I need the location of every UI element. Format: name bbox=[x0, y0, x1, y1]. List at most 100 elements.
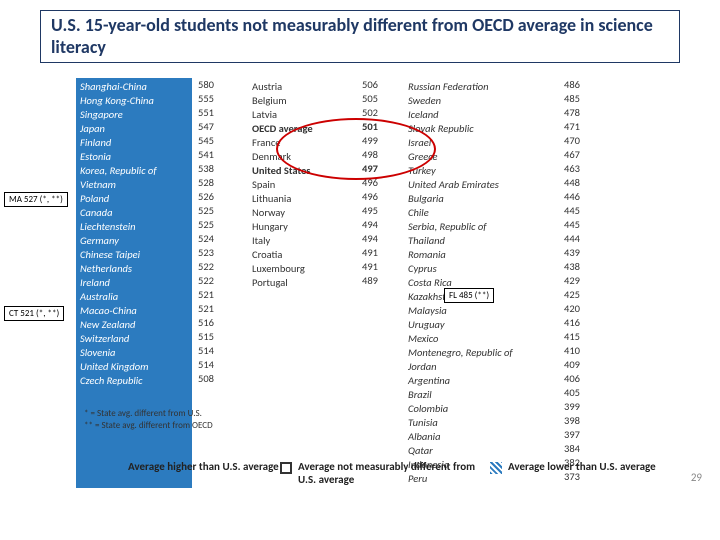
country-value: 514 bbox=[198, 344, 232, 358]
country-value: 399 bbox=[564, 400, 594, 414]
country-value: 515 bbox=[198, 330, 232, 344]
country-label: New Zealand bbox=[80, 318, 188, 332]
country-label: Vietnam bbox=[80, 178, 188, 192]
country-value: 467 bbox=[564, 148, 594, 162]
country-label: Germany bbox=[80, 234, 188, 248]
country-value: 439 bbox=[564, 246, 594, 260]
country-value: 420 bbox=[564, 302, 594, 316]
country-label: Hungary bbox=[252, 220, 356, 234]
country-label: Switzerland bbox=[80, 332, 188, 346]
country-value: 406 bbox=[564, 372, 594, 386]
country-label: Singapore bbox=[80, 108, 188, 122]
country-value: 485 bbox=[564, 92, 594, 106]
country-value: 410 bbox=[564, 344, 594, 358]
country-label: Luxembourg bbox=[252, 262, 356, 276]
country-value: 471 bbox=[564, 120, 594, 134]
country-value: 489 bbox=[362, 274, 396, 288]
country-label: Romania bbox=[408, 248, 558, 262]
country-label: Canada bbox=[80, 206, 188, 220]
country-label: Croatia bbox=[252, 248, 356, 262]
country-value: 398 bbox=[564, 414, 594, 428]
country-value: 508 bbox=[198, 372, 232, 386]
country-label: Chile bbox=[408, 206, 558, 220]
country-value: 491 bbox=[362, 260, 396, 274]
country-value: 521 bbox=[198, 288, 232, 302]
country-label: Turkey bbox=[408, 164, 558, 178]
country-label: Slovenia bbox=[80, 346, 188, 360]
country-value: 444 bbox=[564, 232, 594, 246]
country-value: 521 bbox=[198, 302, 232, 316]
country-label: Belgium bbox=[252, 94, 356, 108]
country-label: Poland bbox=[80, 192, 188, 206]
highlight-oval bbox=[276, 118, 436, 180]
country-value: 445 bbox=[564, 218, 594, 232]
country-value: 416 bbox=[564, 316, 594, 330]
callout-ct: CT 521 (*, **) bbox=[4, 306, 64, 321]
country-value: 478 bbox=[564, 106, 594, 120]
legend-label-same: Average not measurably different from U.… bbox=[298, 460, 490, 486]
country-value: 541 bbox=[198, 148, 232, 162]
country-value: 415 bbox=[564, 330, 594, 344]
country-value: 522 bbox=[198, 274, 232, 288]
country-value: 516 bbox=[198, 316, 232, 330]
country-label: Australia bbox=[80, 290, 188, 304]
country-value: 429 bbox=[564, 274, 594, 288]
country-value: 580 bbox=[198, 78, 232, 92]
country-value: 525 bbox=[198, 204, 232, 218]
country-label: Slovak Republic bbox=[408, 122, 558, 136]
title-box: U.S. 15-year-old students not measurably… bbox=[40, 10, 680, 63]
country-value: 463 bbox=[564, 162, 594, 176]
country-value: 486 bbox=[564, 78, 594, 92]
country-value: 514 bbox=[198, 358, 232, 372]
country-label: Tunisia bbox=[408, 416, 558, 430]
callout-ma: MA 527 (*, **) bbox=[4, 192, 68, 207]
country-label: United Kingdom bbox=[80, 360, 188, 374]
legend-swatch-striped bbox=[490, 462, 502, 474]
slide-title: U.S. 15-year-old students not measurably… bbox=[51, 15, 669, 58]
country-label: Finland bbox=[80, 136, 188, 150]
page-number: 29 bbox=[691, 471, 702, 484]
country-label: Austria bbox=[252, 80, 356, 94]
country-value: 526 bbox=[198, 190, 232, 204]
country-label: Ireland bbox=[80, 276, 188, 290]
country-label: Cyprus bbox=[408, 262, 558, 276]
legend-label-higher: Average higher than U.S. average bbox=[128, 460, 279, 473]
country-value: 506 bbox=[362, 78, 396, 92]
country-label: Uruguay bbox=[408, 318, 558, 332]
country-value: 524 bbox=[198, 232, 232, 246]
country-label: Italy bbox=[252, 234, 356, 248]
country-label: Iceland bbox=[408, 108, 558, 122]
footnote: * = State avg. different from U.S. ** = … bbox=[84, 408, 213, 432]
country-label: Montenegro, Republic of bbox=[408, 346, 558, 360]
country-label: Jordan bbox=[408, 360, 558, 374]
country-label: Netherlands bbox=[80, 262, 188, 276]
country-value: 555 bbox=[198, 92, 232, 106]
country-label: Korea, Republic of bbox=[80, 164, 188, 178]
country-value: 496 bbox=[362, 190, 396, 204]
column-3-values: 4864854784714704674634484464454454444394… bbox=[558, 78, 594, 488]
country-value: 397 bbox=[564, 428, 594, 442]
footnote-line-2: ** = State avg. different from OECD bbox=[84, 420, 213, 432]
country-value: 491 bbox=[362, 246, 396, 260]
country-label: Portugal bbox=[252, 276, 356, 290]
country-value: 425 bbox=[564, 288, 594, 302]
country-value: 445 bbox=[564, 204, 594, 218]
country-label: Sweden bbox=[408, 94, 558, 108]
country-value: 405 bbox=[564, 386, 594, 400]
country-value: 545 bbox=[198, 134, 232, 148]
country-label: Chinese Taipei bbox=[80, 248, 188, 262]
country-label: Estonia bbox=[80, 150, 188, 164]
country-label: Malaysia bbox=[408, 304, 558, 318]
country-value: 448 bbox=[564, 176, 594, 190]
country-label: Czech Republic bbox=[80, 374, 188, 388]
country-label: Norway bbox=[252, 206, 356, 220]
country-label: Qatar bbox=[408, 444, 558, 458]
legend-swatch-hollow bbox=[280, 462, 292, 474]
country-value: 547 bbox=[198, 120, 232, 134]
country-value: 438 bbox=[564, 260, 594, 274]
country-label: Japan bbox=[80, 122, 188, 136]
country-label: Argentina bbox=[408, 374, 558, 388]
country-value: 409 bbox=[564, 358, 594, 372]
country-value: 523 bbox=[198, 246, 232, 260]
country-label: Albania bbox=[408, 430, 558, 444]
